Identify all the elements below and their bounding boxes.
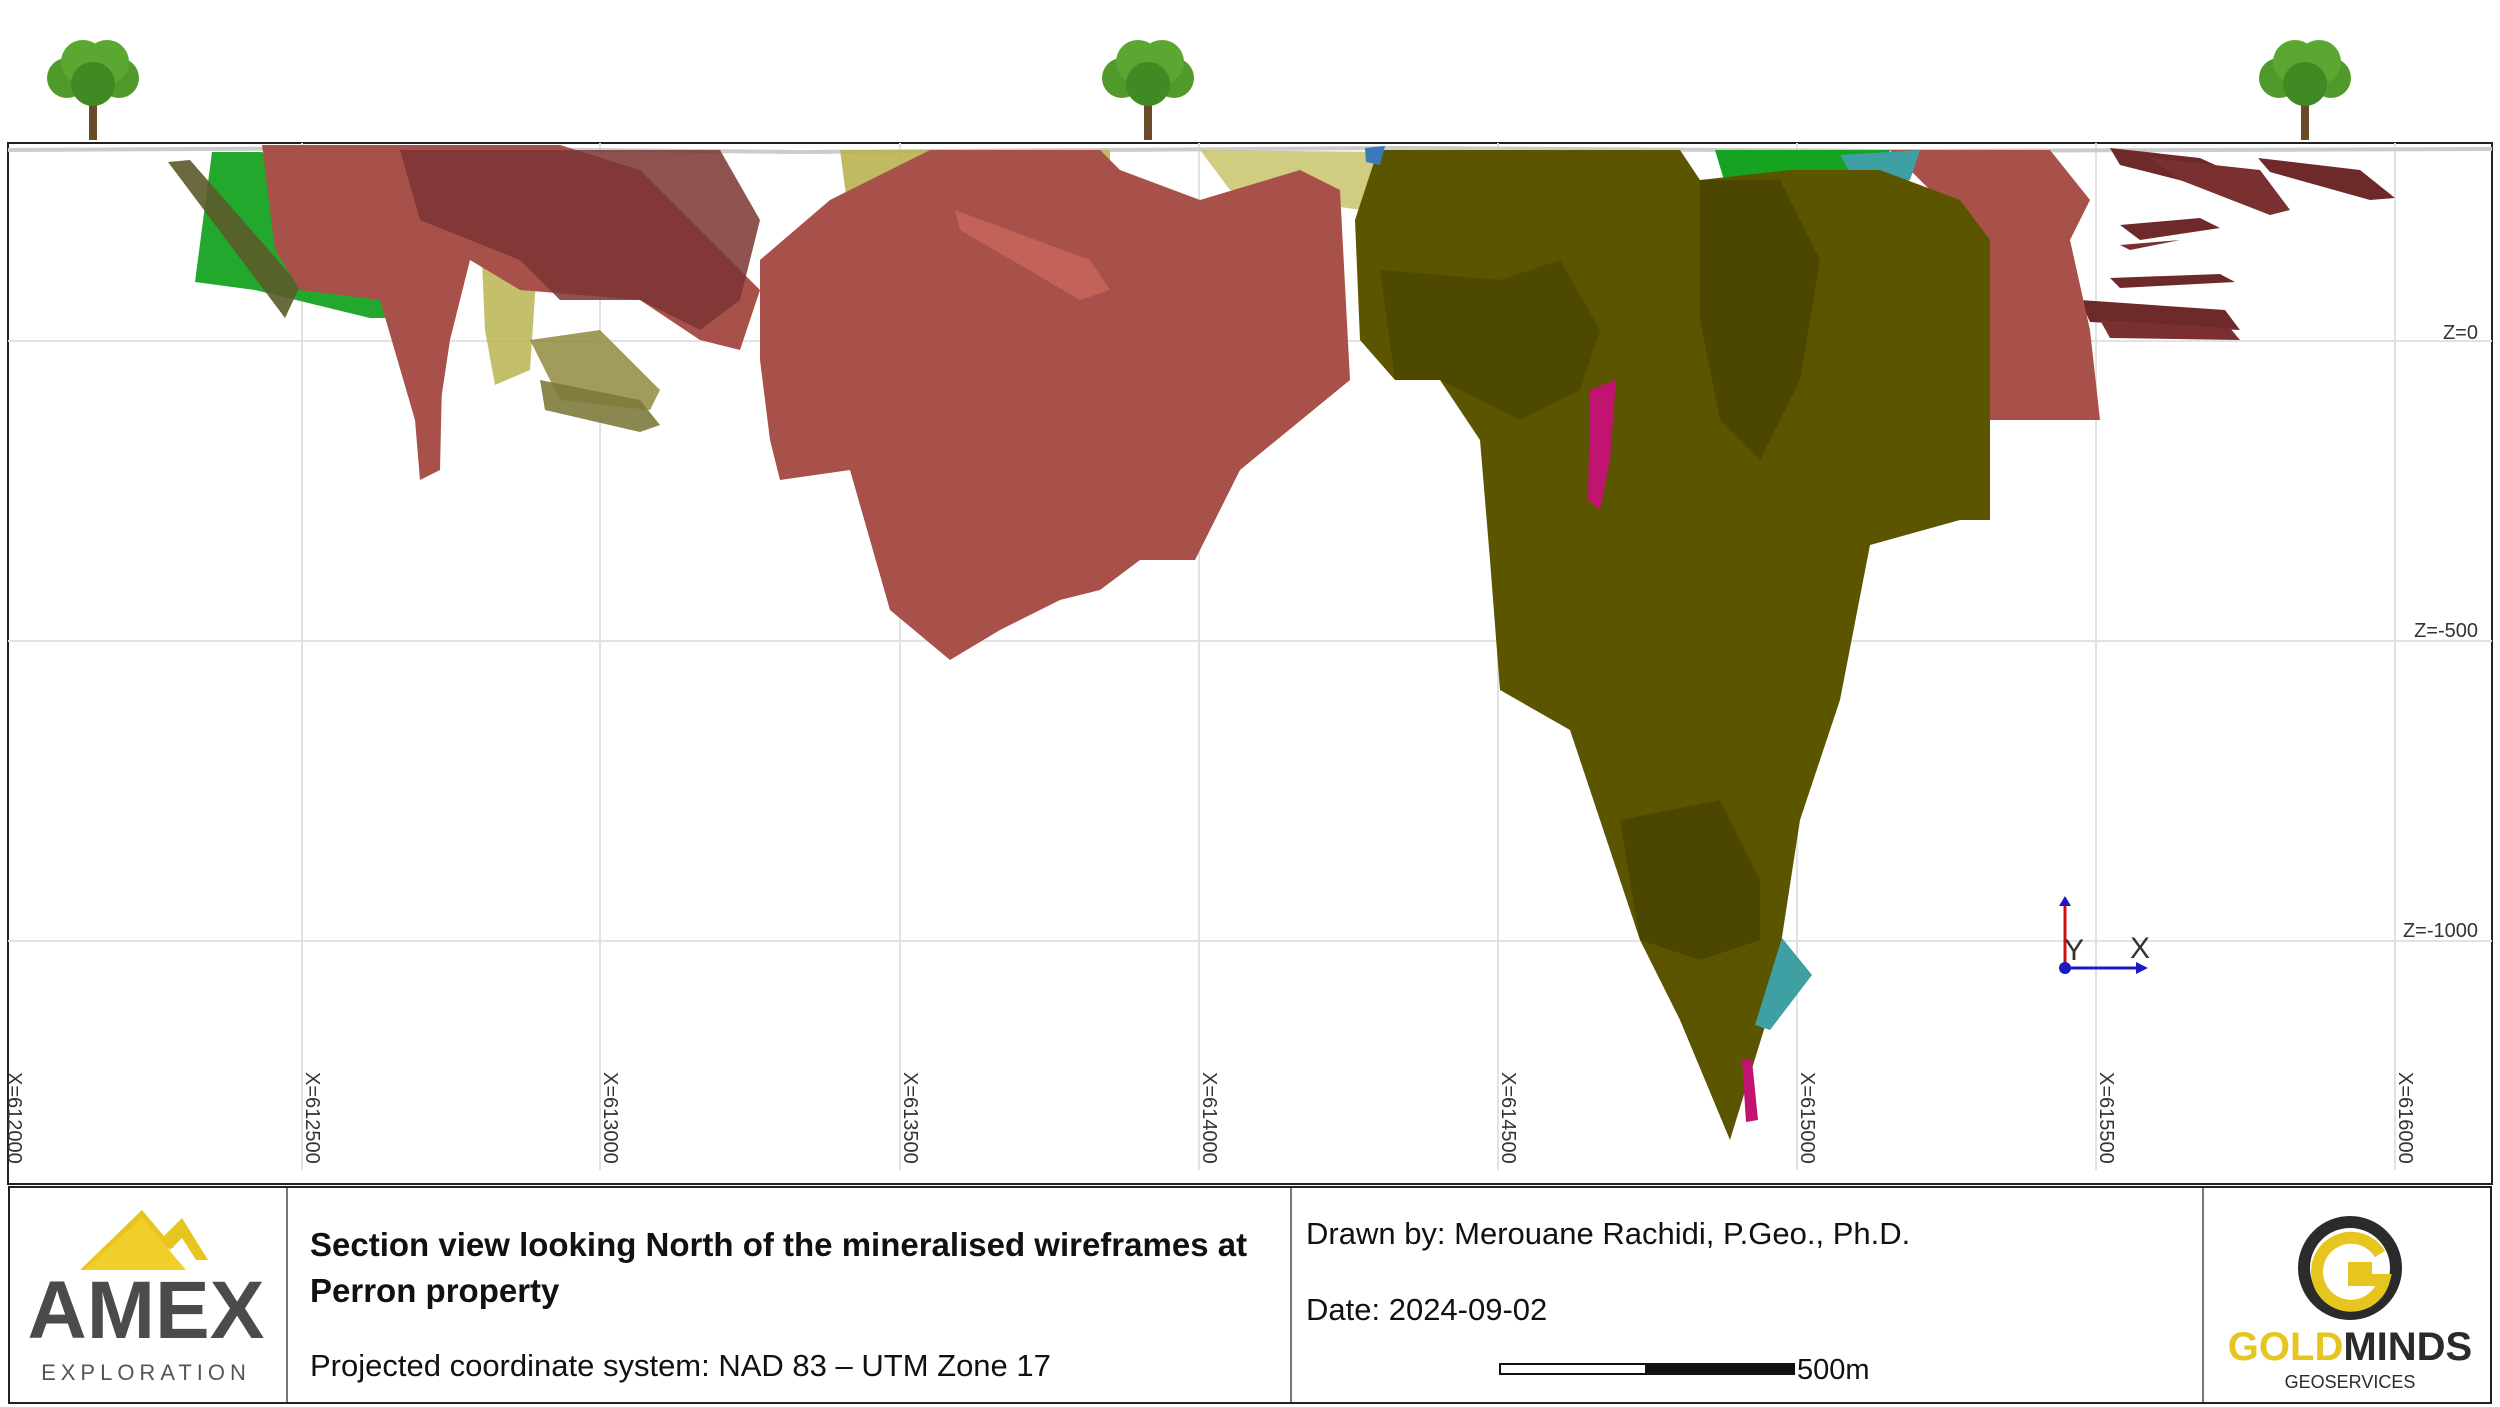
goldminds-logo-cell: GOLDMINDS GEOSERVICES	[2204, 1188, 2490, 1402]
amex-logo-cell: AMEX EXPLORATION	[10, 1188, 288, 1402]
z-tick-label: Z=-500	[2414, 620, 2478, 642]
wireframe-rose-shard	[955, 210, 1110, 300]
axis-y-label: Y	[2064, 934, 2084, 967]
amex-subtitle: EXPLORATION	[41, 1360, 251, 1385]
mountain-base-icon	[84, 1218, 186, 1270]
scale-bar	[1499, 1363, 1795, 1375]
tree-icon	[2259, 40, 2351, 140]
wireframe-lens-east-6	[2110, 274, 2235, 288]
coordinate-system: Projected coordinate system: NAD 83 – UT…	[310, 1348, 1051, 1383]
x-tick-label: X=614500	[1497, 1072, 1519, 1164]
wireframe-lens-east-2	[2150, 158, 2290, 215]
title-block: AMEX EXPLORATION Section view looking No…	[8, 1186, 2492, 1404]
title-cell: Section view looking North of the minera…	[288, 1188, 1292, 1402]
wireframe-olive-shade	[1380, 260, 1600, 420]
wireframe-khaki-lens-2	[540, 380, 660, 432]
mountain-peak-icon	[160, 1218, 208, 1260]
x-tick-label: X=615500	[2095, 1072, 2117, 1164]
drawn-by-cell: Drawn by: Merouane Rachidi, P.Geo., Ph.D…	[1292, 1188, 2204, 1402]
wireframe-teal-lower	[1755, 938, 1812, 1030]
x-tick-label: X=612000	[3, 1072, 25, 1164]
z-tick-labels: Z=0 Z=-500 Z=-1000	[2403, 322, 2478, 942]
z-tick-label: Z=-1000	[2403, 920, 2478, 942]
x-tick-labels: X=612000 X=612500 X=613000 X=613500 X=61…	[3, 1072, 2416, 1164]
wireframe-blue-top	[1365, 146, 1385, 165]
amex-logo: AMEX EXPLORATION	[28, 1210, 265, 1385]
wireframes-group	[168, 145, 2395, 1140]
x-tick-label: X=614000	[1198, 1072, 1220, 1164]
map-title: Section view looking North of the minera…	[310, 1226, 1248, 1309]
wireframe-rose-strip	[415, 250, 445, 480]
wireframe-lens-east-8	[2100, 320, 2240, 340]
tree-icon	[47, 40, 139, 140]
axis-x-label: X	[2130, 932, 2150, 965]
goldminds-minds: MINDS	[2343, 1325, 2472, 1369]
wireframe-lens-east-4	[2120, 218, 2220, 240]
goldminds-subtitle: GEOSERVICES	[2285, 1372, 2416, 1392]
wireframe-rose-shard-2	[960, 240, 1080, 380]
wireframe-lens-east-3	[2258, 158, 2395, 200]
z-tick-label: Z=0	[2443, 322, 2478, 344]
x-tick-label: X=615000	[1796, 1072, 1818, 1164]
goldminds-g-icon	[2311, 1231, 2392, 1312]
wireframe-olive-shade-2	[1700, 180, 1820, 460]
drawn-by: Drawn by: Merouane Rachidi, P.Geo., Ph.D…	[1306, 1216, 1911, 1251]
wireframe-olive-shade-3	[1620, 800, 1760, 960]
x-tick-label: X=613500	[899, 1072, 921, 1164]
scale-label: 500m	[1797, 1354, 1870, 1386]
x-tick-label: X=613000	[599, 1072, 621, 1164]
wireframe-magenta-lower	[1742, 1060, 1758, 1122]
wireframe-olive-west	[168, 160, 300, 318]
wireframe-rose-central	[760, 150, 1350, 660]
goldminds-gold: GOLD	[2228, 1325, 2344, 1369]
section-view: X=612000 X=612500 X=613000 X=613500 X=61…	[3, 40, 2493, 1185]
x-tick-label: X=612500	[301, 1072, 323, 1164]
wireframe-lens-east-5	[2120, 240, 2180, 250]
amex-wordmark: AMEX	[28, 1265, 265, 1356]
wireframe-rose-dark-west	[400, 150, 760, 330]
wireframe-rose-east	[1890, 150, 2100, 420]
x-tick-label: X=616000	[2394, 1072, 2416, 1164]
tree-icon	[1102, 40, 1194, 140]
wireframe-magenta-upper	[1588, 380, 1616, 510]
axis-triad: Y X	[2059, 896, 2150, 974]
goldminds-ring-icon	[2298, 1216, 2402, 1320]
goldminds-logo: GOLDMINDS GEOSERVICES	[2228, 1216, 2472, 1392]
goldminds-wordmark: GOLDMINDS	[2228, 1325, 2472, 1369]
date: Date: 2024-09-02	[1306, 1292, 1548, 1327]
